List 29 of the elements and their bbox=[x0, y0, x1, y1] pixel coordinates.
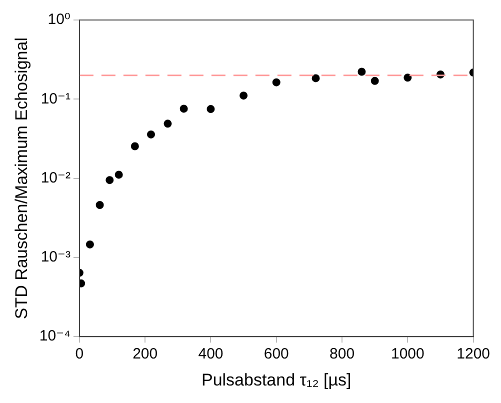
point bbox=[130, 142, 139, 150]
point bbox=[86, 240, 94, 248]
x-tick-label: 600 bbox=[264, 346, 289, 363]
y-tick-label: 10⁻¹ bbox=[40, 90, 70, 108]
y-tick-label: 10⁻⁴ bbox=[39, 328, 70, 345]
point bbox=[164, 120, 172, 128]
y-tick-label: 10⁻³ bbox=[40, 248, 70, 266]
x-tick-label: 800 bbox=[330, 346, 355, 363]
point bbox=[240, 92, 248, 100]
point bbox=[404, 74, 412, 82]
point bbox=[114, 170, 123, 179]
point bbox=[180, 104, 188, 113]
point bbox=[147, 130, 155, 138]
point bbox=[96, 200, 104, 209]
point bbox=[106, 176, 114, 184]
point bbox=[370, 76, 379, 85]
y-tick-label: 10⁰ bbox=[48, 11, 70, 28]
x-tick-label: 400 bbox=[198, 346, 224, 363]
x-tick-label: 200 bbox=[132, 346, 158, 363]
y-tick-label: 10⁻² bbox=[40, 169, 70, 186]
y-axis-title: STD Rauschen/Maximum Echosignal bbox=[12, 38, 31, 320]
x-tick-label: 1000 bbox=[390, 346, 424, 363]
point bbox=[272, 78, 280, 86]
x-tick-label: 1200 bbox=[456, 346, 490, 363]
point bbox=[206, 105, 215, 114]
x-tick-label: 0 bbox=[75, 346, 84, 363]
x-axis-title: Pulsabstand τ₁₂ [µs] bbox=[201, 370, 352, 390]
point bbox=[312, 74, 320, 82]
point bbox=[358, 68, 366, 76]
